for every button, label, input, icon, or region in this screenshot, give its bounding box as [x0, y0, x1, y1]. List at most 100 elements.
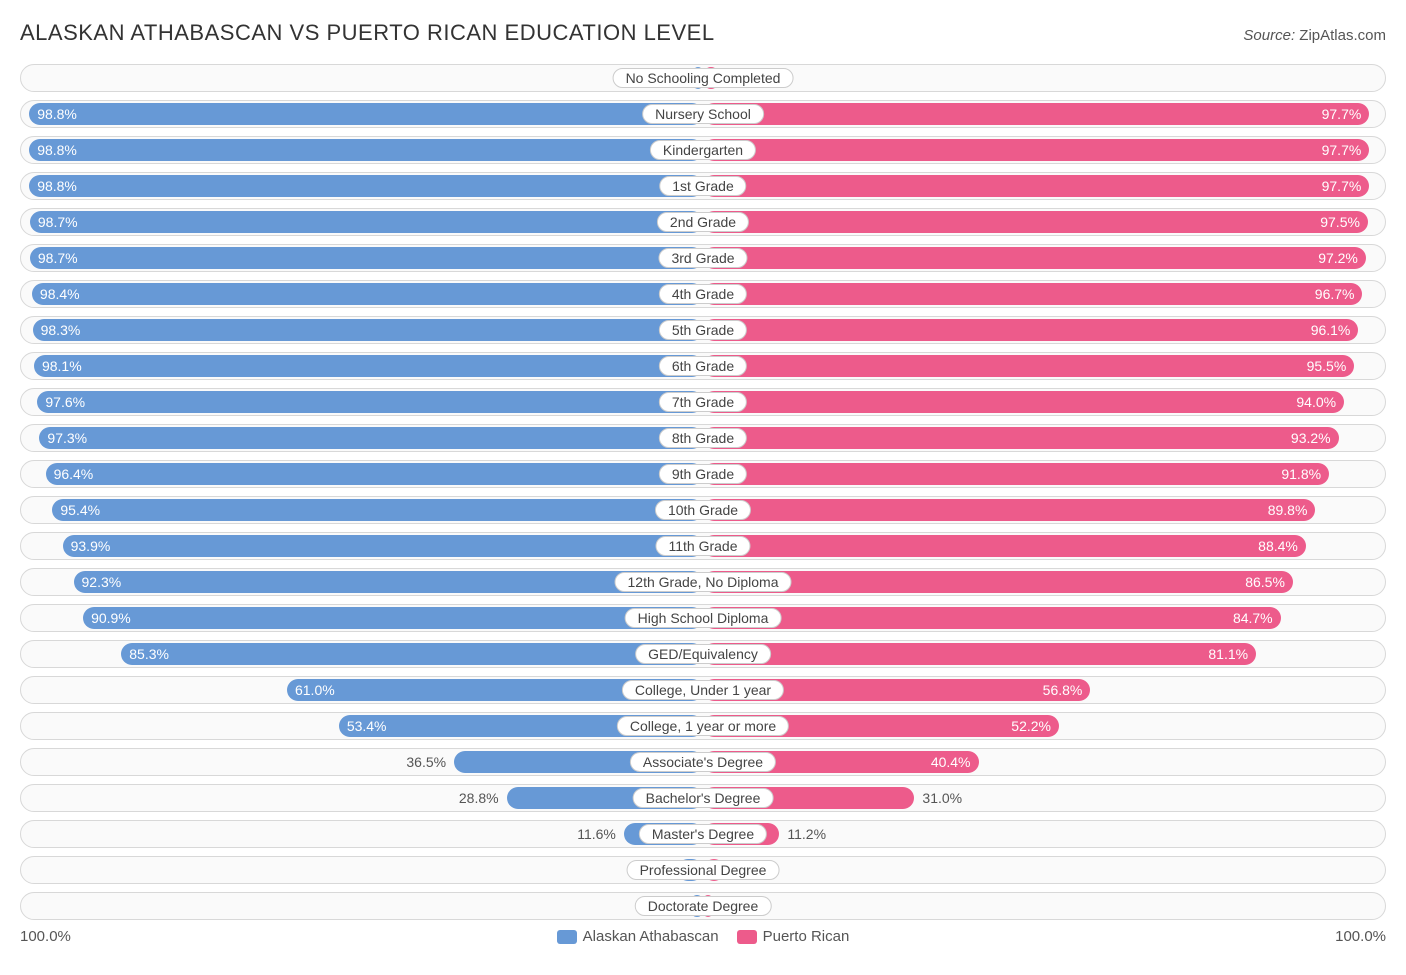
legend-label-right: Puerto Rican [763, 928, 850, 945]
diverging-bar-chart: 1.5%2.3%No Schooling Completed98.8%97.7%… [20, 64, 1386, 920]
bar-left [39, 427, 703, 449]
bar-right [703, 319, 1358, 341]
bar-right [703, 139, 1369, 161]
chart-row: 93.9% 88.4% 11th Grade [20, 532, 1386, 560]
bar-left [29, 175, 703, 197]
chart-row: 90.9%84.7%High School Diploma [20, 604, 1386, 632]
value-left: 98.7% [38, 250, 78, 266]
category-label: 7th Grade [659, 392, 747, 412]
axis-right-max: 100.0% [1335, 928, 1386, 945]
legend-swatch-left [557, 930, 577, 944]
source-attribution: Source: ZipAtlas.com [1243, 27, 1386, 44]
value-right: 56.8% [1043, 682, 1083, 698]
value-right: 97.7% [1322, 106, 1362, 122]
value-right: 97.2% [1318, 250, 1358, 266]
bar-right [703, 247, 1366, 269]
value-left: 96.4% [54, 466, 94, 482]
category-label: 3rd Grade [658, 248, 747, 268]
category-label: GED/Equivalency [635, 644, 771, 664]
category-label: Master's Degree [639, 824, 767, 844]
value-right: 86.5% [1245, 574, 1285, 590]
chart-row: 3.8%3.2%Professional Degree [20, 856, 1386, 884]
bar-right [703, 463, 1329, 485]
legend-label-left: Alaskan Athabascan [583, 928, 719, 945]
value-left: 98.3% [41, 322, 81, 338]
value-left: 92.3% [82, 574, 122, 590]
chart-row: 1.5%2.3%No Schooling Completed [20, 64, 1386, 92]
bar-left [30, 211, 703, 233]
bar-right [703, 283, 1362, 305]
value-left: 36.5% [406, 754, 446, 770]
chart-row: 98.7% 97.2% 3rd Grade [20, 244, 1386, 272]
category-label: Nursery School [642, 104, 764, 124]
legend-swatch-right [737, 930, 757, 944]
value-right: 97.7% [1322, 178, 1362, 194]
value-right: 97.5% [1320, 214, 1360, 230]
chart-row: 98.7% 97.5% 2nd Grade [20, 208, 1386, 236]
bar-left [33, 319, 703, 341]
category-label: Professional Degree [627, 860, 780, 880]
source-value: ZipAtlas.com [1299, 27, 1386, 44]
value-right: 81.1% [1208, 646, 1248, 662]
legend-item-right: Puerto Rican [737, 928, 850, 945]
bar-left [32, 283, 703, 305]
legend-item-left: Alaskan Athabascan [557, 928, 719, 945]
value-left: 98.8% [37, 106, 77, 122]
value-left: 98.4% [40, 286, 80, 302]
value-left: 93.9% [71, 538, 111, 554]
value-left: 61.0% [295, 682, 335, 698]
category-label: 2nd Grade [657, 212, 749, 232]
bar-right [703, 643, 1256, 665]
value-right: 96.7% [1315, 286, 1355, 302]
category-label: Kindergarten [650, 140, 756, 160]
bar-left [52, 499, 703, 521]
category-label: 8th Grade [659, 428, 747, 448]
value-right: 31.0% [922, 790, 962, 806]
value-right: 52.2% [1011, 718, 1051, 734]
value-left: 95.4% [60, 502, 100, 518]
category-label: 11th Grade [655, 536, 750, 556]
chart-row: 85.3%81.1%GED/Equivalency [20, 640, 1386, 668]
category-label: 4th Grade [659, 284, 747, 304]
chart-row: 92.3%86.5%12th Grade, No Diploma [20, 568, 1386, 596]
value-right: 93.2% [1291, 430, 1331, 446]
value-left: 97.3% [47, 430, 87, 446]
category-label: Bachelor's Degree [633, 788, 774, 808]
value-right: 91.8% [1281, 466, 1321, 482]
value-left: 98.1% [42, 358, 82, 374]
chart-row: 98.8% 97.7% Nursery School [20, 100, 1386, 128]
bar-right [703, 211, 1368, 233]
chart-row: 98.1%95.5%6th Grade [20, 352, 1386, 380]
bar-left [46, 463, 703, 485]
value-left: 53.4% [347, 718, 387, 734]
value-right: 95.5% [1307, 358, 1347, 374]
axis-left-max: 100.0% [20, 928, 71, 945]
bar-left [37, 391, 703, 413]
value-left: 28.8% [459, 790, 499, 806]
bar-left [121, 643, 703, 665]
bar-left [83, 607, 703, 629]
bar-left [30, 247, 703, 269]
bar-right [703, 499, 1315, 521]
category-label: Associate's Degree [630, 752, 776, 772]
bar-right [703, 103, 1369, 125]
category-label: Doctorate Degree [635, 896, 772, 916]
legend: Alaskan Athabascan Puerto Rican [557, 928, 850, 945]
chart-row: 98.4% 96.7% 4th Grade [20, 280, 1386, 308]
bar-left [63, 535, 703, 557]
bar-right [703, 391, 1344, 413]
chart-row: 98.3%96.1%5th Grade [20, 316, 1386, 344]
value-right: 96.1% [1311, 322, 1351, 338]
chart-row: 96.4%91.8%9th Grade [20, 460, 1386, 488]
chart-row: 97.6%94.0%7th Grade [20, 388, 1386, 416]
value-left: 98.7% [38, 214, 78, 230]
chart-row: 61.0%56.8%College, Under 1 year [20, 676, 1386, 704]
chart-row: 98.8%97.7%Kindergarten [20, 136, 1386, 164]
value-right: 40.4% [931, 754, 971, 770]
bar-right [703, 571, 1293, 593]
value-left: 98.8% [37, 142, 77, 158]
value-left: 97.6% [45, 394, 85, 410]
value-right: 89.8% [1268, 502, 1308, 518]
bar-left [29, 139, 703, 161]
value-right: 88.4% [1258, 538, 1298, 554]
